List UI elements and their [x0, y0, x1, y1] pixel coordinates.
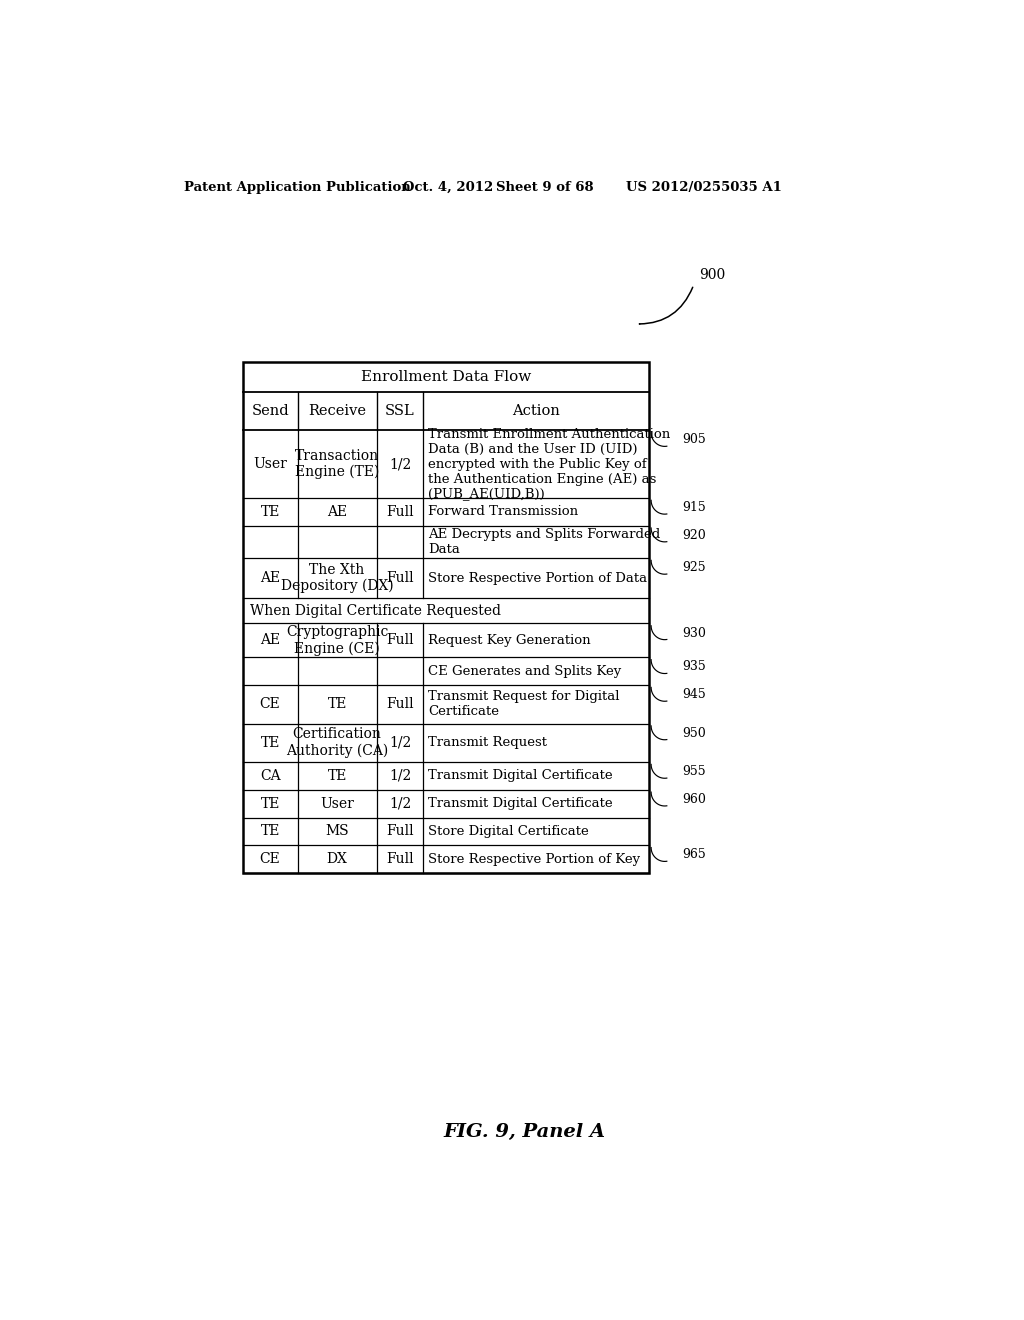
Text: TE: TE — [260, 797, 280, 810]
Text: 960: 960 — [682, 793, 706, 807]
Text: 925: 925 — [682, 561, 706, 574]
Text: When Digital Certificate Requested: When Digital Certificate Requested — [250, 603, 501, 618]
Text: CE Generates and Splits Key: CE Generates and Splits Key — [428, 665, 622, 677]
Text: Receive: Receive — [308, 404, 367, 418]
Text: 1/2: 1/2 — [389, 770, 412, 783]
Text: Oct. 4, 2012: Oct. 4, 2012 — [403, 181, 494, 194]
Text: 920: 920 — [682, 529, 706, 541]
Text: TE: TE — [260, 504, 280, 519]
Text: SSL: SSL — [385, 404, 415, 418]
Text: User: User — [321, 797, 354, 810]
Text: 1/2: 1/2 — [389, 797, 412, 810]
Text: Store Respective Portion of Key: Store Respective Portion of Key — [428, 853, 640, 866]
Text: FIG. 9, Panel A: FIG. 9, Panel A — [443, 1123, 606, 1142]
Text: MS: MS — [326, 825, 349, 838]
Text: 915: 915 — [682, 502, 706, 513]
Text: 1/2: 1/2 — [389, 735, 412, 750]
Text: AE: AE — [260, 634, 281, 647]
Text: Transmit Digital Certificate: Transmit Digital Certificate — [428, 770, 612, 783]
Text: Store Digital Certificate: Store Digital Certificate — [428, 825, 589, 838]
FancyArrowPatch shape — [639, 288, 692, 325]
Text: CE: CE — [260, 697, 281, 711]
Text: TE: TE — [328, 770, 347, 783]
Text: TE: TE — [260, 735, 280, 750]
Text: DX: DX — [327, 853, 347, 866]
Text: Full: Full — [386, 825, 414, 838]
Text: CA: CA — [260, 770, 281, 783]
Text: TE: TE — [328, 697, 347, 711]
Text: Transmit Digital Certificate: Transmit Digital Certificate — [428, 797, 612, 810]
Text: 900: 900 — [699, 268, 725, 282]
Text: User: User — [253, 457, 287, 471]
Text: Enrollment Data Flow: Enrollment Data Flow — [360, 370, 530, 384]
Text: Full: Full — [386, 853, 414, 866]
Text: Forward Transmission: Forward Transmission — [428, 506, 579, 519]
Text: The Xth
Depository (DX): The Xth Depository (DX) — [281, 562, 393, 594]
Text: Transmit Request for Digital
Certificate: Transmit Request for Digital Certificate — [428, 690, 620, 718]
Text: AE Decrypts and Splits Forwarded
Data: AE Decrypts and Splits Forwarded Data — [428, 528, 660, 556]
Text: TE: TE — [260, 825, 280, 838]
Text: Full: Full — [386, 572, 414, 585]
Text: Action: Action — [512, 404, 560, 418]
Text: Sheet 9 of 68: Sheet 9 of 68 — [496, 181, 594, 194]
Text: 935: 935 — [682, 660, 706, 673]
Text: Transmit Request: Transmit Request — [428, 737, 547, 750]
Text: Patent Application Publication: Patent Application Publication — [183, 181, 411, 194]
Text: AE: AE — [260, 572, 281, 585]
Text: Certification
Authority (CA): Certification Authority (CA) — [286, 727, 388, 758]
Text: 955: 955 — [682, 766, 706, 779]
Text: 930: 930 — [682, 627, 706, 640]
Text: Full: Full — [386, 634, 414, 647]
Text: Send: Send — [251, 404, 289, 418]
Text: Cryptographic
Engine (CE): Cryptographic Engine (CE) — [286, 626, 388, 656]
Text: 905: 905 — [682, 433, 706, 446]
Text: Full: Full — [386, 697, 414, 711]
Text: Request Key Generation: Request Key Generation — [428, 634, 591, 647]
Text: 950: 950 — [682, 726, 706, 739]
Text: US 2012/0255035 A1: US 2012/0255035 A1 — [626, 181, 781, 194]
Text: CE: CE — [260, 853, 281, 866]
Text: Transaction
Engine (TE): Transaction Engine (TE) — [295, 449, 379, 479]
Text: 945: 945 — [682, 688, 706, 701]
Text: 965: 965 — [682, 849, 706, 862]
Text: Transmit Enrollment Authentication
Data (B) and the User ID (UID)
encrypted with: Transmit Enrollment Authentication Data … — [428, 428, 671, 500]
Text: Full: Full — [386, 504, 414, 519]
Bar — [243, 363, 649, 873]
Text: Store Respective Portion of Data: Store Respective Portion of Data — [428, 572, 647, 585]
Text: 1/2: 1/2 — [389, 457, 412, 471]
Text: AE: AE — [327, 504, 347, 519]
